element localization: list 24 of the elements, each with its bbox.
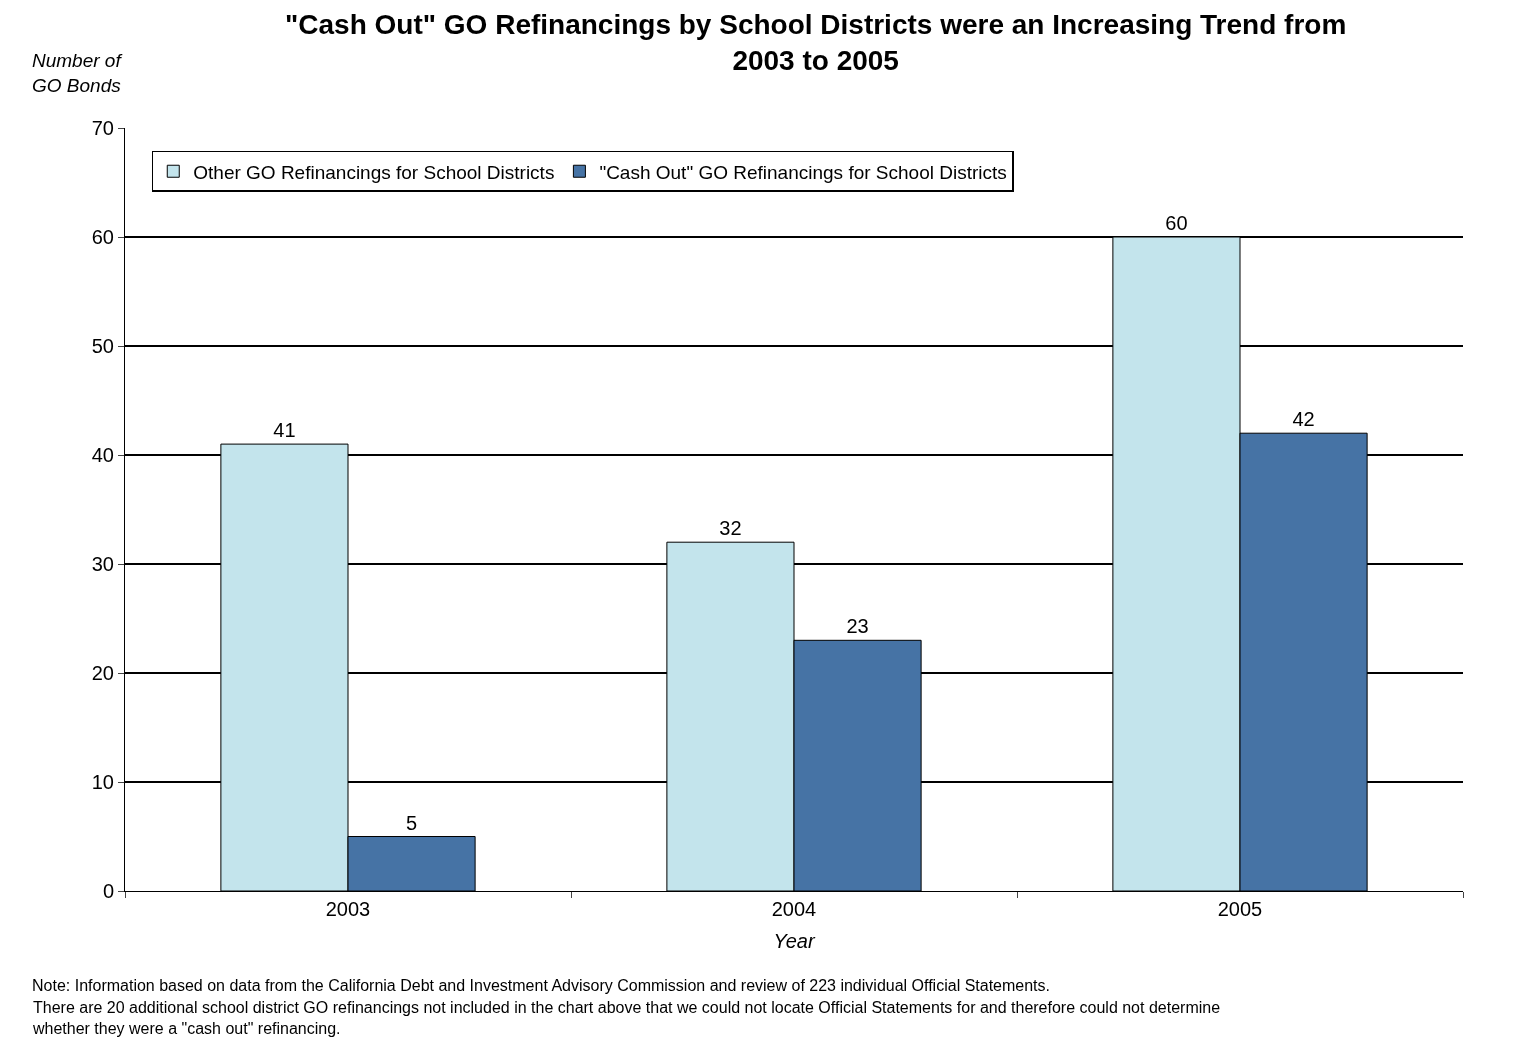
chart-title: "Cash Out" GO Refinancings by School Districts were an Increasing Trend from 2003 to 2005 — [285, 8, 1347, 76]
y-tick-label: 50 — [91, 335, 114, 357]
y-tick-label: 0 — [102, 880, 114, 902]
y-tick-label: 10 — [91, 771, 114, 793]
y-tick-label: 60 — [91, 226, 114, 248]
x-tick-label: 2004 — [771, 898, 817, 920]
y-axis-title: Number of GO Bonds — [32, 50, 123, 96]
legend-label: Other GO Refinancings for School Districts — [193, 161, 555, 183]
y-tick-label: 20 — [91, 662, 114, 684]
legend-label: "Cash Out" GO Refinancings for School Districts — [599, 161, 1007, 183]
y-tick-label: 70 — [91, 117, 114, 139]
data-label: 23 — [846, 615, 869, 638]
data-label: 32 — [719, 517, 742, 540]
text: Note: Information based on data from the California Debt and Investment Advisory Commission and review of 223 individual Official Statements. — [32, 977, 1050, 994]
x-tick-label: 2005 — [1217, 898, 1263, 920]
data-label: 41 — [273, 419, 296, 442]
data-label: 60 — [1165, 212, 1188, 234]
y-tick-label: 40 — [91, 444, 114, 466]
x-axis-title: Year — [773, 929, 816, 952]
x-tick-label: 2003 — [325, 898, 371, 920]
data-label: 5 — [405, 811, 418, 834]
data-label: 42 — [1292, 408, 1315, 431]
text: There are 20 additional school district GO refinancings not included in the chart above that we could not locate Official Statements for and therefore could not determine whether they were a "cash out" refinancing. — [32, 999, 1221, 1037]
y-tick-label: 30 — [91, 553, 114, 575]
